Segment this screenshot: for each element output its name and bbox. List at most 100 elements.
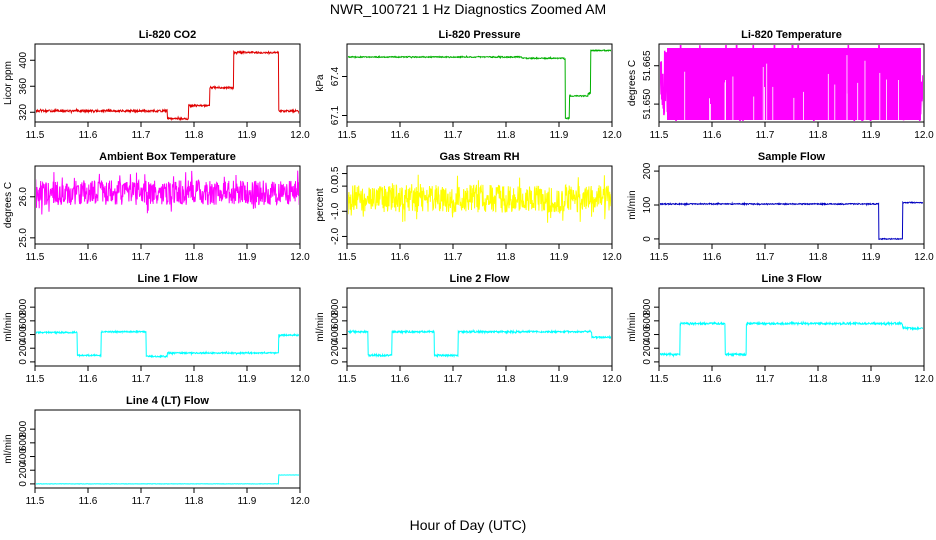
x-tick-label: 11.6	[79, 374, 98, 385]
panels: Li-820 CO2 Licor ppm 11.5 11.6 11.7 11.8 11.9 1…	[3, 29, 934, 507]
y-axis-label: degrees C	[3, 182, 14, 228]
y-tick-label: 400	[330, 326, 341, 343]
y-axis-label: ml/min	[315, 312, 326, 341]
x-tick-label: 12.0	[914, 374, 934, 385]
x-tick-label: 11.5	[26, 252, 45, 263]
panel-title: Li-820 Pressure	[439, 29, 521, 41]
panel-title: Line 1 Flow	[138, 273, 198, 285]
y-tick-label: 67.4	[330, 66, 341, 86]
x-tick-label: 12.0	[602, 130, 622, 141]
x-tick-label: 11.7	[132, 374, 151, 385]
x-tick-label: 11.8	[497, 374, 516, 385]
plot-frame	[658, 287, 925, 367]
y-axis-label: Licor ppm	[3, 61, 14, 105]
series-line	[36, 170, 299, 215]
x-tick-label: 12.0	[290, 374, 310, 385]
y-tick-label: 800	[642, 298, 653, 315]
x-tick-label: 11.5	[650, 130, 669, 141]
x-tick-label: 11.9	[550, 130, 569, 141]
y-tick-label: 200	[330, 339, 341, 356]
panel-title: Line 3 Flow	[762, 273, 822, 285]
x-tick-label: 11.6	[79, 496, 98, 507]
panel-8: Line 2 Flow ml/min 11.5 11.6 11.7 11.8 11.9 12.…	[315, 273, 622, 385]
x-tick-label: 12.0	[602, 374, 622, 385]
x-tick-label: 11.6	[391, 374, 410, 385]
series-line	[348, 49, 611, 121]
x-tick-label: 11.8	[497, 252, 516, 263]
x-tick-label: 12.0	[914, 130, 934, 141]
x-tick-label: 11.9	[238, 496, 257, 507]
y-tick-label: 320	[18, 103, 29, 120]
x-tick-label: 11.6	[79, 130, 98, 141]
y-tick-label: 26.0	[18, 187, 29, 207]
panel-title: Ambient Box Temperature	[99, 151, 236, 163]
x-axis-label: Hour of Day (UTC)	[410, 517, 527, 533]
y-axis-label: percent	[315, 188, 326, 222]
plot-frame	[346, 287, 613, 367]
x-tick-label: 11.5	[338, 130, 357, 141]
x-tick-label: 11.8	[185, 252, 204, 263]
y-tick-label: 200	[18, 461, 29, 478]
x-tick-label: 11.8	[809, 374, 828, 385]
x-tick-label: 11.7	[132, 496, 151, 507]
x-tick-label: 11.8	[809, 130, 828, 141]
y-tick-label: 400	[18, 448, 29, 465]
y-tick-label: -1.0	[330, 202, 341, 220]
plot-frame	[346, 43, 613, 123]
y-tick-label: 100	[642, 196, 653, 213]
panel-9: Line 3 Flow ml/min 11.5 11.6 11.7 11.8 11.9 12.…	[627, 273, 934, 385]
plot-frame	[34, 287, 301, 367]
y-tick-label: 800	[330, 298, 341, 315]
y-tick-label: 360	[18, 77, 29, 94]
x-tick-label: 11.6	[391, 252, 410, 263]
x-tick-label: 11.9	[238, 374, 257, 385]
panel-2: Li-820 Pressure kPa 11.5 11.6 11.7 11.8 11.9 12…	[315, 29, 622, 141]
x-tick-label: 11.6	[703, 374, 722, 385]
panel-title: Li-820 Temperature	[741, 29, 842, 41]
y-axis-label: ml/min	[627, 190, 638, 219]
x-tick-label: 11.6	[703, 130, 722, 141]
x-tick-label: 12.0	[602, 252, 622, 263]
x-tick-label: 11.5	[338, 252, 357, 263]
x-tick-label: 11.7	[444, 252, 463, 263]
x-tick-label: 12.0	[290, 130, 310, 141]
panel-6: Sample Flow ml/min 11.5 11.6 11.7 11.8 11.9 12.…	[627, 151, 934, 263]
x-tick-label: 11.5	[26, 130, 45, 141]
y-tick-label: 51.650	[642, 88, 653, 119]
y-tick-label: 400	[18, 326, 29, 343]
x-tick-label: 11.9	[550, 374, 569, 385]
x-tick-label: 12.0	[914, 252, 934, 263]
y-tick-label: 0	[330, 359, 341, 365]
y-tick-label: 600	[18, 312, 29, 329]
y-tick-label: 0	[18, 481, 29, 487]
y-tick-label: 200	[642, 162, 653, 179]
x-tick-label: 11.7	[756, 252, 775, 263]
y-tick-label: 400	[642, 326, 653, 343]
x-tick-label: 11.7	[756, 130, 775, 141]
series-line	[36, 474, 299, 485]
series-line	[660, 320, 923, 358]
y-tick-label: 600	[18, 434, 29, 451]
panel-title: Line 4 (LT) Flow	[126, 395, 209, 407]
y-tick-label: 600	[330, 312, 341, 329]
y-tick-label: 0	[18, 359, 29, 365]
panel-1: Li-820 CO2 Licor ppm 11.5 11.6 11.7 11.8 11.9 1…	[3, 29, 310, 141]
figure-title: NWR_100721 1 Hz Diagnostics Zoomed AM	[330, 1, 606, 17]
x-tick-label: 11.5	[650, 252, 669, 263]
x-tick-label: 11.8	[185, 496, 204, 507]
series-line	[348, 174, 611, 223]
panel-3: Li-820 Temperature degrees C 11.5 11.6 11.7 1…	[627, 29, 934, 141]
x-tick-label: 11.9	[238, 252, 257, 263]
x-tick-label: 11.5	[650, 374, 669, 385]
y-axis-label: ml/min	[3, 312, 14, 341]
x-tick-label: 12.0	[290, 252, 310, 263]
x-tick-label: 11.8	[185, 130, 204, 141]
y-tick-label: -2.0	[330, 227, 341, 245]
y-tick-label: 0.0	[330, 179, 341, 193]
y-tick-label: 600	[642, 312, 653, 329]
panel-title: Gas Stream RH	[439, 151, 519, 163]
series-line	[36, 329, 299, 359]
x-tick-label: 11.6	[391, 130, 410, 141]
plot-frame	[34, 43, 301, 123]
x-tick-label: 11.6	[79, 252, 98, 263]
